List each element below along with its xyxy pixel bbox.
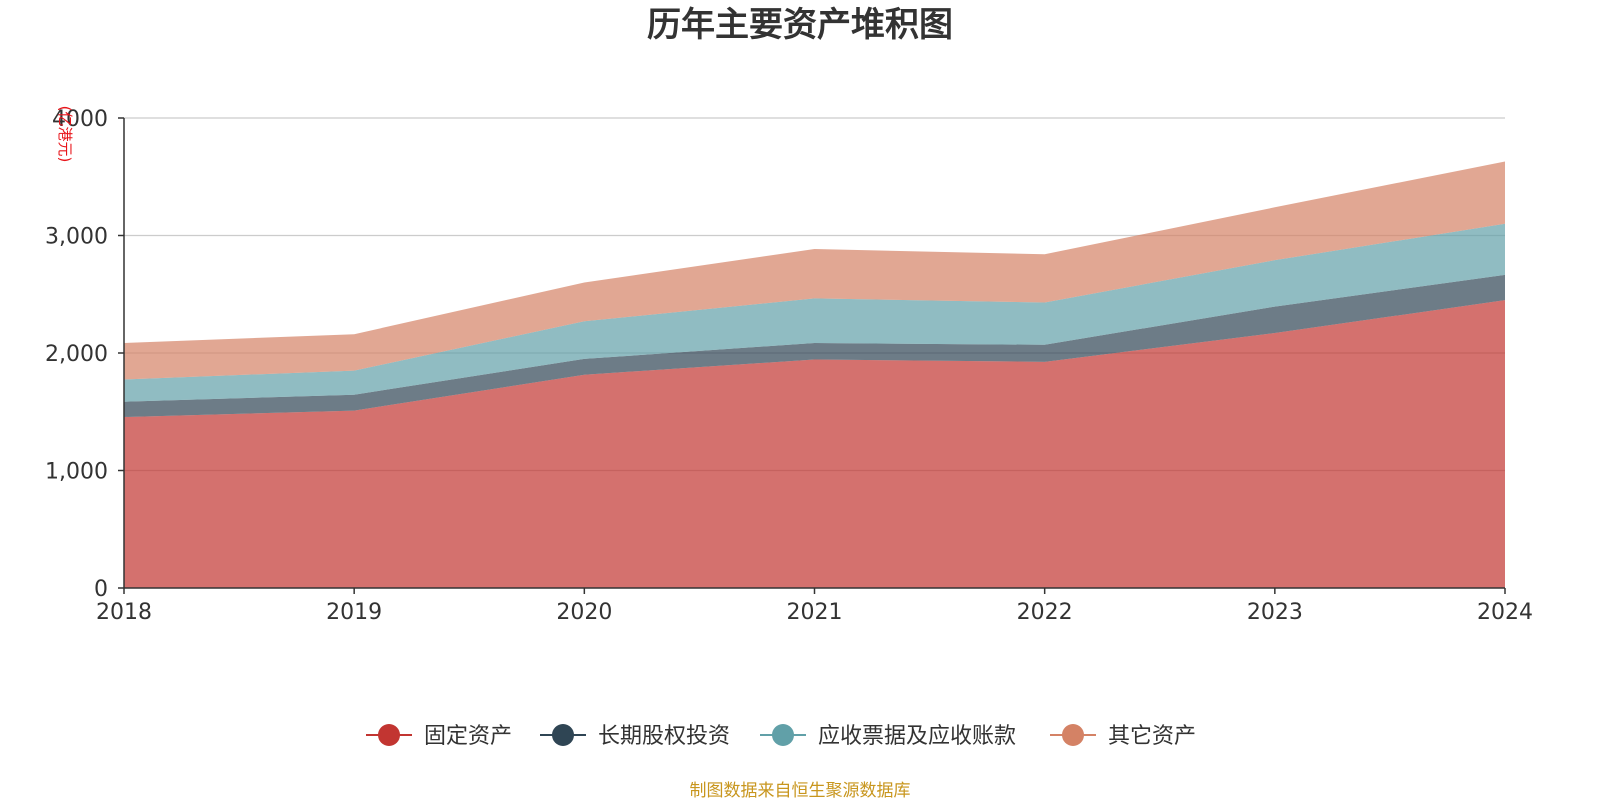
x-tick-label: 2019 [326, 600, 382, 625]
legend-label: 应收票据及应收账款 [818, 724, 1016, 749]
legend-label: 其它资产 [1108, 724, 1196, 749]
legend-item-2[interactable]: 长期股权投资 [540, 724, 730, 749]
legend-label: 长期股权投资 [598, 724, 730, 749]
source-note: 制图数据来自恒生聚源数据库 [690, 781, 911, 800]
y-tick-label: 3,000 [45, 225, 108, 250]
x-tick-label: 2022 [1017, 600, 1073, 625]
x-tick-label: 2020 [556, 600, 612, 625]
area-series-1 [124, 300, 1505, 588]
area-series [124, 161, 1505, 588]
legend-item-1[interactable]: 固定资产 [366, 724, 512, 749]
legend-marker-icon [552, 724, 574, 746]
area-series-4 [124, 161, 1505, 380]
y-tick-label: 4000 [52, 107, 108, 132]
x-tick-label: 2021 [787, 600, 843, 625]
y-tick-label: 1,000 [45, 460, 108, 485]
x-tick-label: 2024 [1477, 600, 1533, 625]
y-tick-label: 2,000 [45, 342, 108, 367]
area-series-2 [124, 274, 1505, 418]
x-tick-label: 2023 [1247, 600, 1303, 625]
legend: 固定资产 长期股权投资 应收票据及应收账款 其它资产 [366, 724, 1196, 749]
legend-label: 固定资产 [424, 724, 512, 749]
area-series-3 [124, 223, 1505, 402]
legend-marker-icon [772, 724, 794, 746]
chart-title: 历年主要资产堆积图 [647, 5, 953, 45]
y-tick-label: 0 [94, 577, 108, 602]
legend-marker-icon [378, 724, 400, 746]
legend-item-3[interactable]: 应收票据及应收账款 [760, 724, 1016, 749]
axes: 0 1,000 2,000 3,000 4000 2018 2019 2020 2021 2022… [45, 107, 1533, 625]
y-axis-unit-label: (亿港元) [56, 106, 74, 163]
x-tick-label: 2018 [96, 600, 152, 625]
legend-marker-icon [1062, 724, 1084, 746]
legend-item-4[interactable]: 其它资产 [1050, 724, 1196, 749]
